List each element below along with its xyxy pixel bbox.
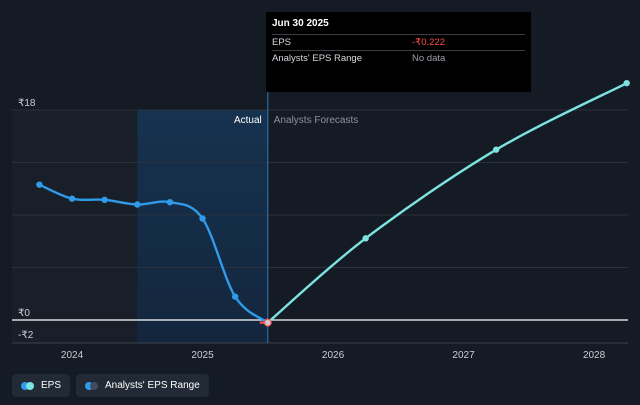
data-point: [362, 235, 369, 242]
tooltip-row-range: Analysts' EPS Range No data: [272, 50, 525, 66]
data-point: [68, 195, 76, 202]
y-tick-label: -₹2: [18, 330, 34, 341]
legend-range-label: Analysts' EPS Range: [105, 380, 200, 391]
series-line-eps: [38, 183, 269, 324]
x-tick-label: 2024: [61, 350, 84, 361]
range-swatch-icon: [85, 381, 99, 390]
forecast-label: Analysts Forecasts: [274, 115, 358, 126]
legend-eps-label: EPS: [41, 380, 62, 391]
x-tick-label: 2027: [452, 350, 475, 361]
data-point: [231, 293, 239, 300]
data-point: [166, 198, 174, 206]
y-tick-label: ₹0: [18, 308, 30, 319]
tooltip-range-label: Analysts' EPS Range: [272, 53, 362, 64]
tooltip-row-eps: EPS -₹0.222: [272, 34, 525, 50]
legend: EPS Analysts' EPS Range: [12, 374, 209, 397]
highlight-point: [263, 318, 272, 327]
tooltip: Jun 30 2025 EPS -₹0.222 Analysts' EPS Ra…: [266, 12, 531, 92]
x-tick-label: 2028: [583, 350, 606, 361]
data-point: [101, 196, 108, 204]
data-point: [492, 146, 500, 153]
swatch-dot-a: [85, 381, 94, 390]
x-tick-label: 2025: [191, 350, 214, 361]
swatch-dot-b: [90, 381, 99, 390]
tooltip-eps-value: -₹0.222: [412, 37, 445, 48]
highlight-range-band: [137, 110, 268, 343]
tooltip-eps-label: EPS: [272, 37, 292, 48]
swatch-dot-a: [21, 381, 29, 390]
eps-swatch-icon: [21, 381, 35, 390]
data-point: [36, 181, 43, 188]
actual-label: Actual: [234, 115, 262, 126]
data-point: [199, 215, 206, 222]
series-line-forecast: [266, 81, 628, 324]
swatch-dot-b: [26, 381, 34, 390]
y-tick-label: ₹18: [18, 98, 36, 109]
legend-item-eps[interactable]: EPS: [12, 374, 71, 397]
legend-item-range[interactable]: Analysts' EPS Range: [76, 374, 209, 397]
data-point: [134, 201, 141, 208]
x-tick-label: 2026: [322, 350, 345, 361]
tooltip-date: Jun 30 2025: [272, 18, 329, 29]
tooltip-range-value: No data: [412, 53, 446, 64]
data-point: [623, 79, 630, 87]
